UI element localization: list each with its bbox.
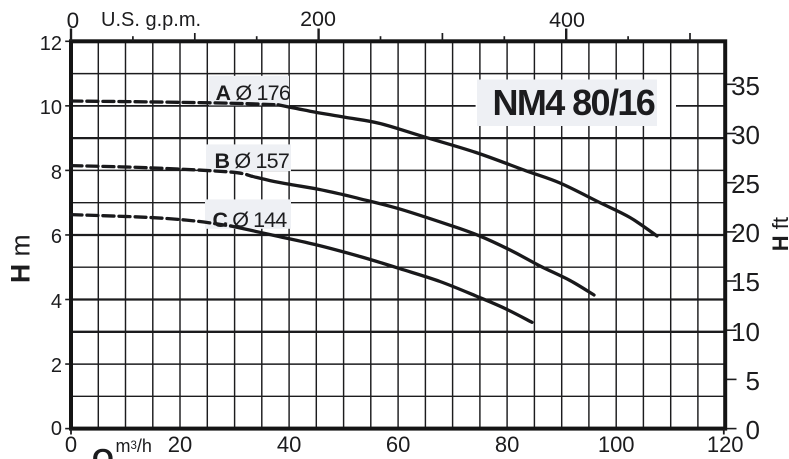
- svg-text:H ft: H ft: [768, 217, 789, 251]
- svg-text:H m: H m: [6, 234, 36, 283]
